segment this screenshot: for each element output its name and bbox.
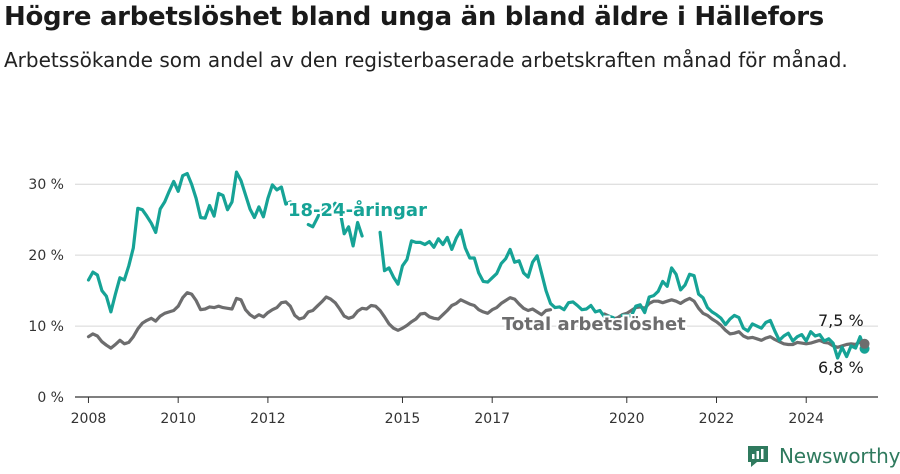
x-tick-label: 2017	[474, 411, 510, 427]
y-tick-label: 0 %	[37, 390, 64, 406]
series-line-total	[86, 291, 867, 350]
brand-name: Newsworthy	[779, 444, 900, 468]
end-point-total	[859, 338, 870, 349]
x-tick-labels: 2008 2010 2012 2015 2017 2020 2022 2024	[71, 397, 824, 427]
x-tick-label: 2012	[250, 411, 286, 427]
grid-lines	[75, 183, 878, 398]
y-tick-labels: 0 % 10 % 20 % 30 %	[28, 177, 64, 406]
x-tick-label: 2024	[788, 411, 824, 427]
series-lines	[86, 170, 870, 360]
x-tick-label: 2010	[160, 411, 196, 427]
series-label-total: Total arbetslöshet	[502, 314, 686, 335]
chart-subtitle: Arbetssökande som andel av den registerb…	[4, 48, 848, 72]
series-labels: 18-24-åringar Total arbetslöshet 7,5 % 6…	[286, 197, 864, 377]
end-value-label-youth: 6,8 %	[818, 358, 864, 377]
series-label-youth: 18-24-åringar	[288, 199, 427, 221]
chart-title: Högre arbetslöshet bland unga än bland ä…	[4, 2, 824, 32]
end-value-label-total: 7,5 %	[818, 311, 864, 330]
x-tick-label: 2008	[71, 411, 107, 427]
series-line-youth	[86, 170, 867, 360]
newsworthy-logo-icon	[748, 446, 768, 467]
x-tick-label: 2015	[385, 411, 421, 427]
y-tick-label: 20 %	[28, 248, 64, 264]
y-tick-label: 30 %	[28, 177, 64, 193]
y-tick-label: 10 %	[28, 319, 64, 335]
x-tick-label: 2022	[699, 411, 735, 427]
brand-logo: Newsworthy	[745, 443, 900, 469]
x-tick-label: 2020	[609, 411, 645, 427]
